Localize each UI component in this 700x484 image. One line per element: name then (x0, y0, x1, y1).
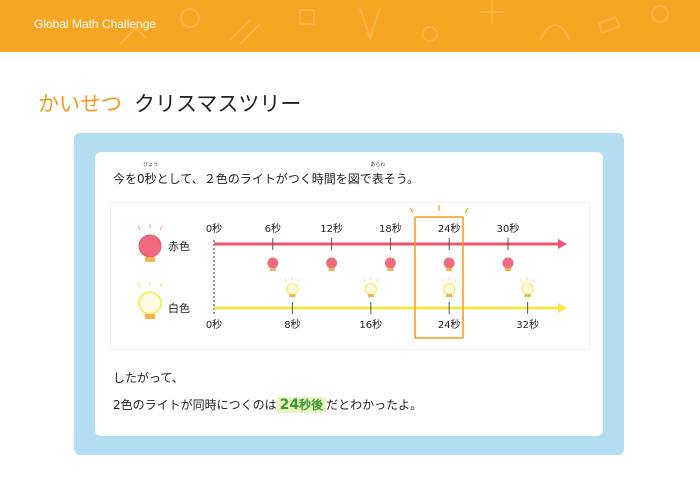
white-light-icon (520, 277, 535, 297)
white-light-icon (441, 277, 457, 297)
conclusion-before: 2色のライトが同時につくのは (113, 398, 277, 412)
intro-before: 今を0 (113, 172, 145, 186)
white-timeline-arrow (558, 303, 567, 313)
intro-middle: として、２色のライトがつく時間を図で (156, 172, 372, 186)
conclusion-line-2: 2色のライトが同時につくのは 24秒後 だとわかったよ。 (113, 396, 422, 413)
brand-name: Global Math Challenge (34, 17, 157, 31)
title-text: クリスマスツリー (134, 92, 302, 116)
red-tick-label: 24秒 (438, 222, 461, 235)
sparkle-icon (409, 205, 469, 214)
white-label: 白色 (168, 301, 190, 315)
white-tick-label: 0秒 (206, 318, 222, 331)
answer-number: 24 (279, 397, 300, 413)
answer-unit: 秒後 (299, 398, 324, 412)
red-tick-label: 0秒 (206, 222, 222, 235)
title-accent: かいせつ (38, 92, 122, 116)
red-ticks: 0秒 6秒 12秒 18秒 24秒 30秒 (206, 222, 520, 271)
red-tick-label: 6秒 (265, 222, 281, 235)
ruby-sec: びょう秒 (143, 162, 158, 187)
red-light-icon (502, 257, 514, 271)
conclusion-line-1: したがって、 (113, 371, 184, 385)
ruby-show-kanji: 表 (371, 172, 384, 186)
white-tick-label: 8秒 (284, 318, 300, 331)
intro-text: 今を0 びょう 秒として、２色のライトがつく時間を図で あらわ 表そう。 (113, 162, 419, 187)
white-ticks: 0秒 8秒 16秒 24秒 32秒 (206, 277, 539, 331)
ruby-sec-kanji: 秒 (144, 172, 157, 186)
white-light-icon (363, 277, 379, 297)
conclusion-after: だとわかったよ。 (326, 398, 423, 412)
timeline-diagram: 赤色 白色 0秒 6秒 12秒 18秒 24秒 30秒 0秒 8秒 16秒 24秒 32秒 (110, 202, 590, 350)
red-tick-label: 12秒 (320, 222, 343, 235)
red-tick-label: 18秒 (379, 222, 402, 235)
white-tick-label: 24秒 (438, 318, 461, 331)
intro-after: そう。 (383, 172, 419, 186)
page-title: かいせつ クリスマスツリー (38, 88, 301, 118)
ruby-show-reading: あらわ (370, 162, 386, 168)
red-light-icon (267, 257, 279, 271)
header-doodle-pattern (119, 0, 669, 45)
ruby-sec-reading: びょう (143, 162, 159, 168)
red-light-icon (384, 257, 396, 271)
red-bulb-icon (137, 224, 163, 262)
red-tick-label: 30秒 (497, 222, 520, 235)
header-bar: Global Math Challenge (0, 0, 700, 52)
red-timeline-arrow (558, 239, 567, 249)
red-light-icon (326, 257, 338, 271)
coincide-highlight-box (414, 216, 464, 339)
answer-highlight: 24秒後 (276, 397, 327, 413)
red-label: 赤色 (168, 239, 190, 253)
white-light-icon (285, 277, 300, 297)
white-tick-label: 16秒 (359, 318, 382, 331)
white-bulb-icon (137, 281, 163, 319)
ruby-show: あらわ表 (370, 162, 385, 187)
white-tick-label: 32秒 (516, 318, 539, 331)
diagram-frame (110, 202, 590, 350)
red-light-icon (443, 257, 455, 271)
